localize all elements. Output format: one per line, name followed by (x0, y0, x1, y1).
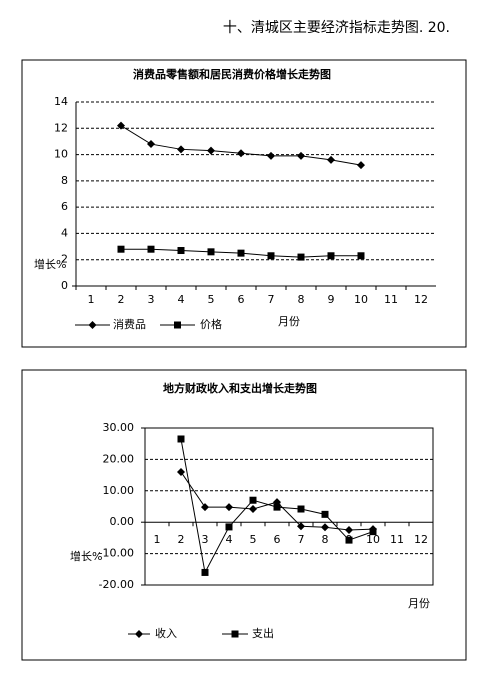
x-tick-label: 3 (202, 533, 209, 546)
point (177, 467, 185, 476)
legend-label: 消费品 (113, 317, 146, 331)
x-tick-label: 7 (298, 533, 305, 546)
y-tick-label: 10 (54, 148, 68, 161)
point (225, 523, 233, 531)
point (297, 505, 305, 513)
y-tick-label: -10.00 (99, 547, 134, 560)
x-tick-label: 1 (88, 293, 95, 306)
point (249, 505, 257, 514)
page-header: 十、清城区主要经济指标走势图. 20. (223, 20, 450, 36)
x-tick-label: 12 (414, 293, 428, 306)
point (231, 630, 239, 638)
point (147, 140, 155, 149)
x-tick-label: 5 (208, 293, 215, 306)
chart-frame (21, 369, 467, 661)
y-tick-label: 30.00 (103, 421, 135, 434)
point (117, 121, 125, 130)
x-tick-label: 5 (250, 533, 257, 546)
y-tick-label: 0.00 (110, 515, 135, 528)
point (177, 247, 185, 255)
point (201, 568, 209, 576)
x-axis-label: 月份 (408, 597, 430, 610)
y-tick-label: 8 (61, 174, 68, 187)
point (327, 155, 335, 164)
point (117, 245, 125, 253)
point (177, 145, 185, 154)
x-tick-label: 7 (268, 293, 275, 306)
point (321, 510, 329, 518)
x-tick-label: 11 (390, 533, 404, 546)
point (237, 249, 245, 257)
point (321, 523, 329, 532)
chart-frame (21, 59, 467, 348)
point (225, 503, 233, 512)
x-tick-label: 6 (274, 533, 281, 546)
point (327, 252, 335, 260)
point (357, 161, 365, 170)
series-line (120, 125, 362, 166)
point (135, 630, 143, 638)
point (237, 149, 245, 158)
point (201, 503, 209, 512)
point (297, 253, 305, 261)
y-axis-label: 增长% (34, 257, 66, 271)
point (174, 321, 181, 329)
point (297, 151, 305, 160)
y-tick-label: 4 (61, 226, 68, 239)
x-tick-label: 8 (298, 293, 305, 306)
point (369, 528, 377, 536)
y-axis-label: 增长% (70, 549, 102, 563)
point (273, 503, 281, 511)
point (345, 526, 353, 535)
point (267, 151, 275, 160)
point (88, 321, 97, 329)
x-tick-label: 6 (238, 293, 245, 306)
point (357, 252, 365, 260)
x-tick-label: 11 (384, 293, 398, 306)
y-tick-label: 2 (61, 253, 68, 266)
y-tick-label: 0 (61, 279, 68, 292)
chart-title: 消费品零售额和居民消费价格增长走势图 (133, 67, 331, 81)
y-tick-label: 12 (54, 121, 68, 134)
x-tick-label: 10 (366, 533, 380, 546)
point (147, 245, 155, 253)
y-tick-label: 6 (61, 200, 68, 213)
point (297, 522, 305, 531)
point (345, 536, 353, 544)
plot-frame (144, 427, 434, 586)
point (207, 248, 215, 256)
point (249, 496, 257, 504)
x-tick-label: 3 (148, 293, 155, 306)
x-tick-label: 1 (154, 533, 161, 546)
point (177, 435, 185, 443)
point (267, 252, 275, 260)
legend-label: 价格 (200, 317, 222, 331)
legend-label: 收入 (155, 626, 177, 640)
x-tick-label: 2 (118, 293, 125, 306)
legend-label: 支出 (252, 626, 274, 640)
y-tick-label: 14 (54, 95, 68, 108)
y-tick-label: 20.00 (103, 452, 135, 465)
y-tick-label: 10.00 (103, 484, 135, 497)
y-tick-label: -20.00 (99, 578, 134, 591)
x-tick-label: 9 (328, 293, 335, 306)
x-tick-label: 2 (178, 533, 185, 546)
x-axis-label: 月份 (278, 315, 300, 328)
x-tick-label: 12 (414, 533, 428, 546)
point (207, 146, 215, 155)
x-tick-label: 10 (354, 293, 368, 306)
x-tick-label: 4 (226, 533, 233, 546)
chart-title: 地方财政收入和支出增长走势图 (163, 381, 317, 395)
x-tick-label: 8 (322, 533, 329, 546)
x-tick-label: 4 (178, 293, 185, 306)
